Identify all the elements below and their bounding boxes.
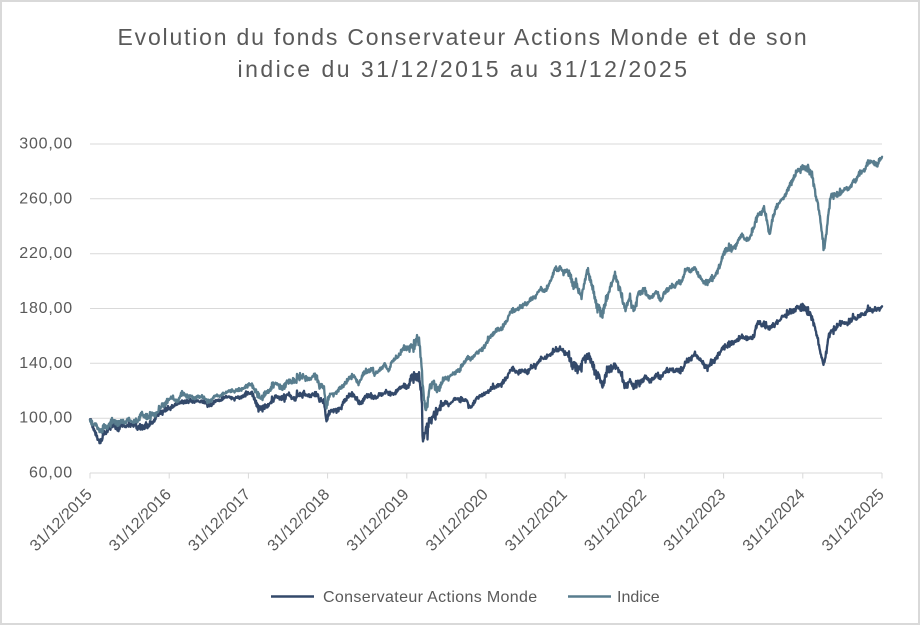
svg-text:31/12/2021: 31/12/2021 [502,486,571,555]
svg-text:31/12/2018: 31/12/2018 [265,486,334,555]
svg-text:260,00: 260,00 [19,190,73,207]
svg-text:100,00: 100,00 [19,410,73,427]
svg-text:140,00: 140,00 [19,355,73,372]
svg-text:Indice: Indice [617,589,660,606]
svg-text:31/12/2019: 31/12/2019 [344,486,413,555]
svg-text:300,00: 300,00 [19,136,73,153]
svg-text:31/12/2022: 31/12/2022 [581,486,650,555]
svg-text:31/12/2024: 31/12/2024 [740,486,809,555]
svg-text:Conservateur Actions Monde: Conservateur Actions Monde [323,589,538,606]
svg-text:31/12/2017: 31/12/2017 [185,486,254,555]
svg-text:31/12/2025: 31/12/2025 [819,486,888,555]
svg-text:31/12/2015: 31/12/2015 [27,486,96,555]
svg-text:31/12/2023: 31/12/2023 [661,486,730,555]
svg-text:31/12/2020: 31/12/2020 [423,486,492,555]
svg-text:180,00: 180,00 [19,300,73,317]
svg-text:60,00: 60,00 [29,465,73,482]
svg-text:31/12/2016: 31/12/2016 [106,486,175,555]
svg-text:220,00: 220,00 [19,245,73,262]
